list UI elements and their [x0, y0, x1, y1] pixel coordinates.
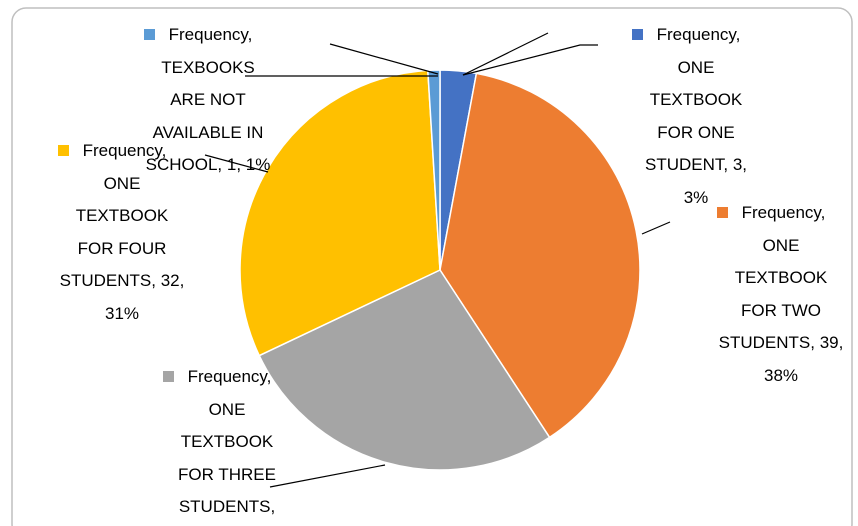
pie [239, 69, 641, 471]
legend-key [143, 29, 155, 40]
legend-key [631, 29, 643, 40]
pie-slice [427, 69, 441, 271]
label-text: Frequency, ONE TEXTBOOK FOR THREE STUDEN… [178, 367, 276, 516]
leader-line [329, 43, 439, 75]
legend-key [716, 207, 728, 218]
frame [11, 7, 853, 526]
leader-line [462, 32, 549, 76]
data-label: Frequency, ONE TEXTBOOK FOR TWO STUDENTS… [716, 197, 845, 392]
label-text: Frequency, ONE TEXTBOOK FOR FOUR STUDENT… [59, 141, 185, 323]
leader-line [641, 221, 671, 235]
pie-slice [239, 69, 441, 357]
leader-line [269, 464, 386, 488]
leader-line [204, 154, 269, 173]
data-label: Frequency, ONE TEXTBOOK FOR FOUR STUDENT… [57, 135, 186, 330]
leader-line [462, 44, 598, 76]
label-text: Frequency, ONE TEXTBOOK FOR TWO STUDENTS… [718, 203, 844, 385]
data-label: Frequency, TEXBOOKS ARE NOT AVAILABLE IN… [143, 19, 272, 182]
label-text: Frequency, TEXBOOKS ARE NOT AVAILABLE IN… [145, 25, 271, 174]
label-text: Frequency, ONE TEXTBOOK FOR ONE STUDENT,… [644, 25, 748, 207]
data-label: Frequency, ONE TEXTBOOK FOR THREE STUDEN… [162, 361, 291, 524]
legend-key [57, 145, 69, 156]
leader-lines [204, 32, 671, 488]
pie-slice [258, 269, 551, 471]
legend-key [162, 371, 174, 382]
data-label: Frequency, ONE TEXTBOOK FOR ONE STUDENT,… [631, 19, 760, 214]
